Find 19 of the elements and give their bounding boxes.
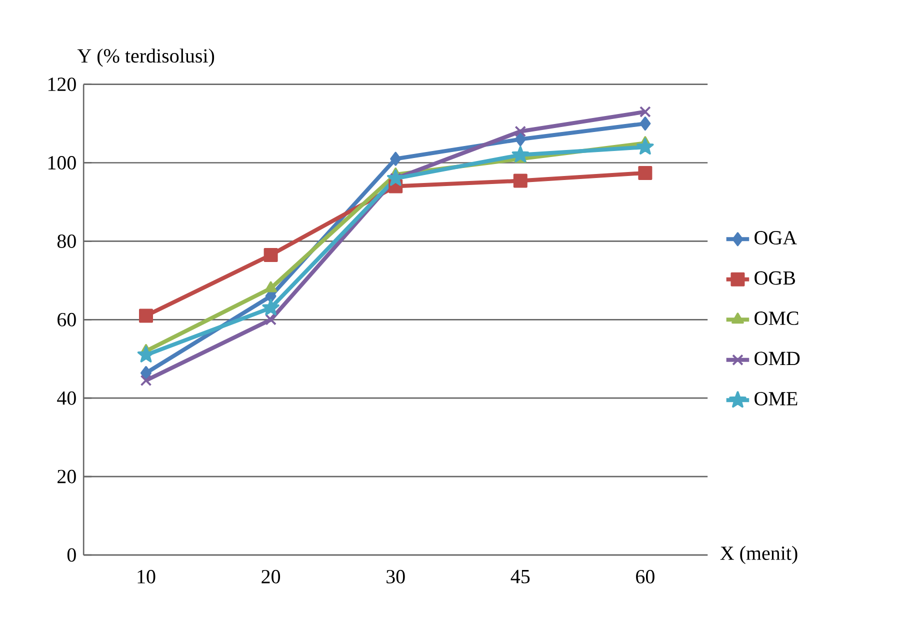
- x-tick-label: 30: [386, 570, 405, 584]
- x-tick-label: 20: [262, 570, 280, 584]
- y-tick-label: 80: [57, 234, 76, 248]
- y-tick-label: 60: [58, 312, 76, 326]
- legend-label: OMD: [754, 352, 800, 366]
- legend-label: OGB: [754, 271, 796, 285]
- x-tick-label: 45: [510, 570, 530, 584]
- y-tick-label: 40: [57, 391, 76, 405]
- legend-label: OME: [754, 392, 798, 406]
- legend-label: OMC: [754, 312, 798, 325]
- y-axis-title: Y (% terdisolusi): [77, 48, 214, 67]
- y-tick-label: 120: [48, 78, 76, 92]
- y-tick-label: 100: [48, 156, 76, 170]
- x-tick-label: 10: [138, 570, 156, 584]
- y-tick-label: 0: [67, 548, 76, 562]
- y-tick-label: 20: [58, 470, 76, 484]
- legend-label: OGA: [754, 231, 797, 244]
- x-axis-title: X (menit): [720, 546, 798, 564]
- x-tick-label: 60: [636, 570, 654, 584]
